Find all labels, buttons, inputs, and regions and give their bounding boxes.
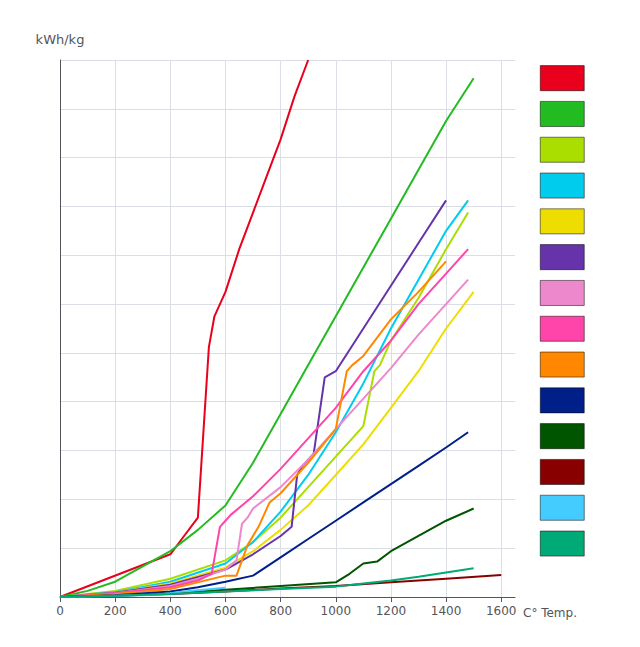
svg-text:1000: 1000: [320, 604, 351, 618]
svg-text:1200: 1200: [376, 604, 407, 618]
svg-text:400: 400: [159, 604, 182, 618]
svg-text:1600: 1600: [486, 604, 517, 618]
svg-text:kWh/kg: kWh/kg: [36, 32, 85, 47]
svg-text:1400: 1400: [431, 604, 462, 618]
svg-text:200: 200: [104, 604, 127, 618]
svg-text:800: 800: [269, 604, 292, 618]
svg-text:C° Temp.: C° Temp.: [523, 606, 577, 620]
svg-text:0: 0: [56, 604, 64, 618]
svg-text:600: 600: [214, 604, 237, 618]
